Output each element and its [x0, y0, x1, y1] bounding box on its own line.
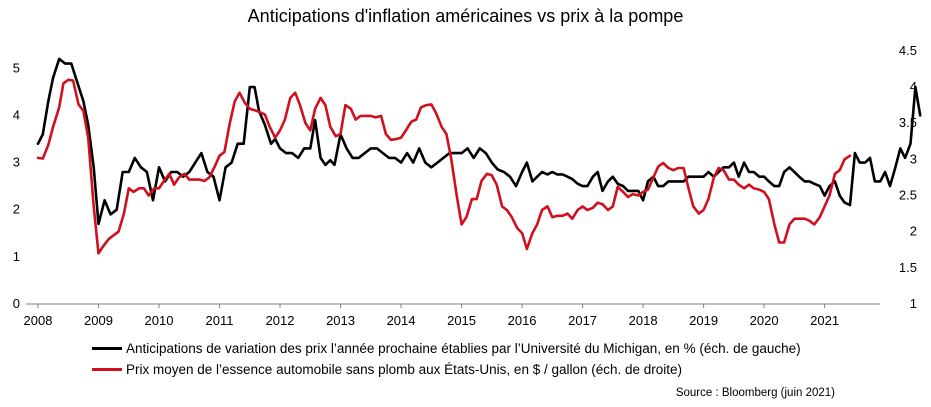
y-left-tick-label: 2: [13, 202, 20, 217]
x-tick-label: 2021: [810, 313, 839, 328]
y-axis-right: 1 1.5 2 2.5 3 3.5 4 4.5: [899, 43, 917, 311]
y-axis-left: 0 1 2 3 4 5: [13, 60, 20, 311]
x-tick-label: 2011: [206, 313, 234, 328]
series-line-gasoline-price: [36, 78, 852, 255]
y-left-tick-label: 0: [13, 296, 20, 311]
y-right-tick-label: 4.5: [899, 43, 917, 58]
x-axis: 2008 2009 2010 2011 2012 2013 2014 2015 2016 2017…: [24, 303, 880, 328]
y-right-tick-label: 1.5: [899, 260, 917, 275]
x-tick-label: 2016: [508, 313, 537, 328]
y-right-tick-label: 3: [910, 151, 917, 166]
y-left-tick-label: 4: [13, 107, 20, 122]
legend-swatch-black: [92, 347, 122, 350]
x-tick-label: 2017: [568, 313, 597, 328]
x-tick-label: 2013: [326, 313, 355, 328]
legend-entry-michigan: Anticipations de variation des prix l’an…: [92, 341, 801, 356]
y-right-tick-label: 3.5: [899, 115, 917, 130]
y-left-tick-label: 1: [13, 249, 20, 264]
x-tick-label: 2015: [447, 313, 476, 328]
source-note: Source : Bloomberg (juin 2021): [675, 387, 835, 399]
x-tick-label: 2018: [629, 313, 658, 328]
y-right-tick-label: 2.5: [899, 188, 917, 203]
series-layer: [36, 57, 922, 255]
legend-entry-gasoline: Prix moyen de l’essence automobile sans …: [92, 362, 682, 377]
x-tick-label: 2020: [750, 313, 779, 328]
y-left-tick-label: 5: [13, 60, 20, 75]
series-line-michigan-expectations: [36, 57, 922, 226]
chart-title: Anticipations d'inflation américaines vs…: [247, 6, 684, 26]
legend-label-gasoline: Prix moyen de l’essence automobile sans …: [126, 362, 683, 377]
y-right-tick-label: 4: [910, 79, 917, 94]
legend-swatch-red: [92, 368, 122, 371]
x-tick-label: 2009: [84, 313, 113, 328]
y-right-tick-label: 1: [910, 296, 917, 311]
x-tick-label: 2008: [24, 313, 53, 328]
legend-label-michigan: Anticipations de variation des prix l’an…: [126, 341, 801, 356]
x-tick-label: 2012: [266, 313, 295, 328]
y-left-tick-label: 3: [13, 155, 20, 170]
x-tick-label: 2010: [145, 313, 174, 328]
x-tick-label: 2014: [387, 313, 416, 328]
x-tick-label: 2019: [689, 313, 718, 328]
y-right-tick-label: 2: [910, 224, 917, 239]
